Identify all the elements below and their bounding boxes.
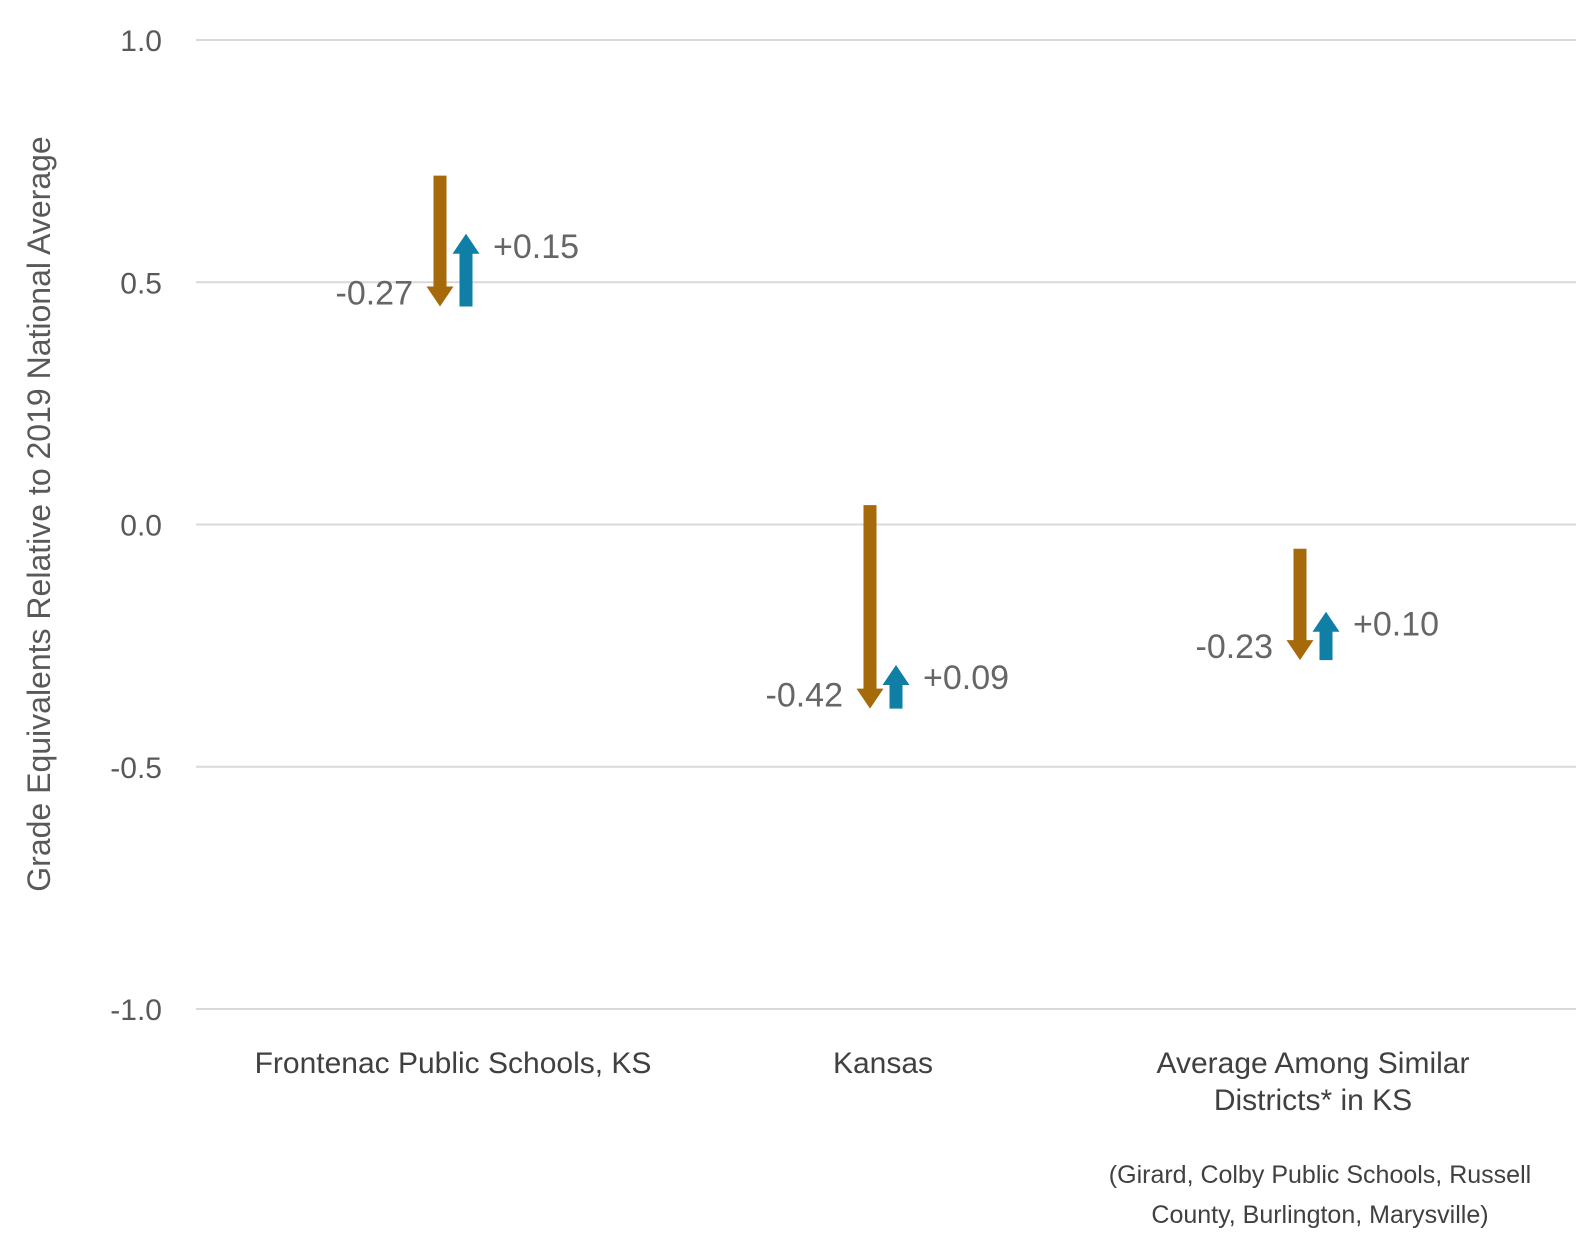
y-tick-label: 0.5 xyxy=(120,267,162,300)
category-note: County, Burlington, Marysville) xyxy=(1151,1201,1488,1229)
arrow-series xyxy=(426,175,1340,709)
x-axis-categories: Frontenac Public Schools, KS Kansas Averag… xyxy=(255,1047,1532,1229)
decline-value-label: -0.23 xyxy=(1196,628,1274,666)
gridlines xyxy=(196,39,1576,1010)
recovery-arrow xyxy=(882,665,910,709)
y-axis-title: Grade Equivalents Relative to 2019 Natio… xyxy=(21,136,57,891)
category-note: (Girard, Colby Public Schools, Russell xyxy=(1109,1161,1531,1189)
decline-arrow xyxy=(856,505,884,709)
recovery-arrow xyxy=(1312,611,1340,661)
y-tick-label: -0.5 xyxy=(110,752,162,785)
y-tick-label: -1.0 xyxy=(110,994,162,1027)
y-axis-ticks: 1.0 0.5 0.0 -0.5 -1.0 xyxy=(110,25,162,1027)
decline-arrow xyxy=(426,175,454,307)
decline-value-label: -0.42 xyxy=(766,677,844,715)
recovery-value-label: +0.15 xyxy=(493,228,579,266)
category-label: Frontenac Public Schools, KS xyxy=(255,1047,652,1080)
y-tick-label: 0.0 xyxy=(120,510,162,543)
category-label: Kansas xyxy=(833,1047,933,1080)
value-labels: -0.27 +0.15 -0.42 +0.09 -0.23 +0.10 xyxy=(336,228,1440,715)
category-label: Average Among Similar xyxy=(1157,1047,1470,1080)
recovery-value-label: +0.10 xyxy=(1353,606,1439,644)
category-label: Districts* in KS xyxy=(1214,1084,1412,1117)
recovery-value-label: +0.09 xyxy=(923,659,1009,697)
y-tick-label: 1.0 xyxy=(120,25,162,58)
decline-value-label: -0.27 xyxy=(336,274,414,312)
recovery-arrow xyxy=(452,233,480,307)
decline-arrow xyxy=(1286,548,1314,661)
